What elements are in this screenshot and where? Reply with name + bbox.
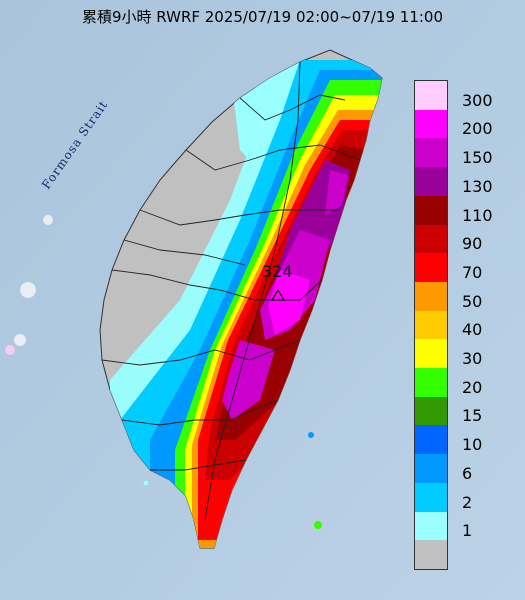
legend-label: 110 xyxy=(462,205,493,225)
legend-swatch xyxy=(415,310,447,340)
legend-swatch xyxy=(415,281,447,311)
legend-swatch xyxy=(415,81,447,110)
legend-label: 30 xyxy=(462,349,483,369)
legend-swatch xyxy=(415,425,447,455)
legend-label: 40 xyxy=(462,320,483,340)
legend-swatch xyxy=(415,138,447,168)
legend-label: 300 xyxy=(462,90,493,110)
legend-label: 10 xyxy=(462,435,483,455)
legend-swatch xyxy=(415,396,447,426)
legend-swatch xyxy=(415,167,447,196)
legend-swatch xyxy=(415,253,447,282)
legend-label: 2 xyxy=(462,492,473,512)
legend-label: 6 xyxy=(462,463,473,483)
legend-swatch xyxy=(415,482,447,512)
legend-swatch-base xyxy=(415,540,447,569)
legend-label: 15 xyxy=(462,406,483,426)
legend-swatch xyxy=(415,368,447,397)
legend-swatch xyxy=(415,511,447,541)
max-marker-triangle xyxy=(270,288,286,301)
legend-swatch xyxy=(415,109,447,139)
legend-label: 90 xyxy=(462,234,483,254)
rainfall-legend xyxy=(414,80,448,570)
legend-swatch xyxy=(415,454,447,483)
legend-label: 1 xyxy=(462,521,473,541)
map-title: 累積9小時 RWRF 2025/07/19 02:00~07/19 11:00 xyxy=(81,8,444,26)
legend-label: 50 xyxy=(462,291,483,311)
legend-label: 20 xyxy=(462,377,483,397)
legend-swatch xyxy=(415,339,447,369)
legend-label: 200 xyxy=(462,119,493,139)
legend-label: 130 xyxy=(462,176,493,196)
offshore-islands xyxy=(5,215,322,529)
legend-label: 150 xyxy=(462,148,493,168)
legend-swatch xyxy=(415,224,447,254)
legend-label: 70 xyxy=(462,262,483,282)
legend-swatch xyxy=(415,195,447,225)
max-value-label: 324 xyxy=(262,262,293,281)
